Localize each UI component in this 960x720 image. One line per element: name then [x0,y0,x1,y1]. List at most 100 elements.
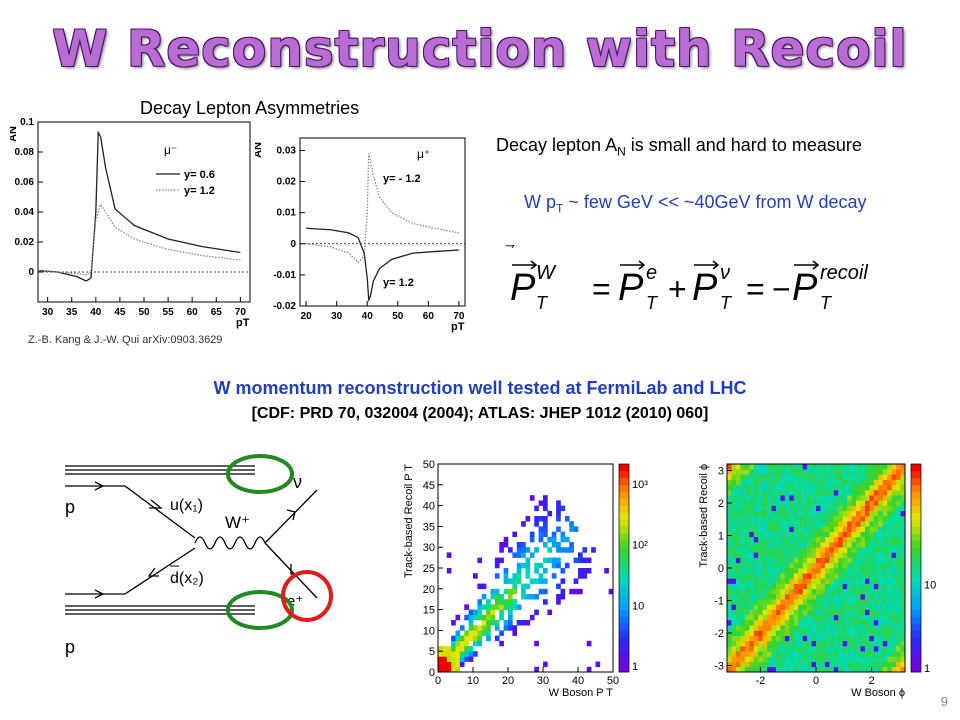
heat-cell [762,536,768,543]
heat-cell [798,583,803,590]
colorbar-segment [619,470,629,479]
heat-cell [829,635,835,642]
heat-cell [780,656,786,662]
heat-cell [864,479,870,486]
heat-cell [459,651,465,657]
heat-cell [896,630,901,636]
heat-cell [878,666,884,673]
heat-cell [775,516,781,522]
heat-cell [900,640,906,647]
heat-cell [891,625,897,631]
heat-cell [771,510,777,517]
heat-cell [735,474,741,480]
heat-cell [767,474,772,480]
heat-cell [900,635,906,642]
heat-cell [869,614,875,621]
heat-cell [486,609,491,616]
heat-cell [798,562,803,569]
heat-cell [802,484,808,491]
heat-cell [851,578,857,584]
heat-cell [816,640,821,647]
heat-cell [882,484,888,491]
y-tick-label: -2 [714,628,724,640]
heat-cell [744,510,750,517]
heat-cell [882,542,888,548]
heat-cell [771,474,777,480]
heat-cell [735,635,741,642]
heat-cell [543,588,548,595]
heat-cell [891,490,897,496]
heat-cell [767,536,772,543]
heat-cell [744,604,750,610]
heat-cell [847,651,852,657]
heat-cell [727,526,732,532]
heat-cell [775,578,781,584]
heat-cell [780,547,786,553]
heat-cell [758,588,763,595]
heat-cell [869,630,875,636]
heat-cell [838,516,843,522]
heat-cell [816,542,821,548]
heat-cell [740,588,746,595]
heat-cell [860,484,866,491]
heat-cell [824,599,830,605]
heat-cell [749,552,754,558]
heat-cell [900,583,906,590]
heat-cell [856,578,861,584]
green-ellipse-top [226,454,294,494]
heat-cell [740,552,746,558]
heat-cell [749,578,754,584]
heat-cell [807,495,812,501]
heat-cell [864,526,870,532]
heat-cell [775,599,781,605]
heat-cell [811,661,817,668]
heat-cell [847,656,852,662]
heat-cell [807,661,812,668]
heat-cell [820,609,826,616]
heat-cell [762,505,768,512]
heat-cell [887,500,892,506]
heat-cell [767,552,772,558]
heat-cell [793,568,799,574]
heat-cell [731,578,737,584]
colorbar-segment [619,588,629,597]
heat-cell [891,609,897,616]
heat-cell [829,562,835,569]
legend-title: μ⁺ [417,147,430,161]
heat-cell [771,594,777,600]
y-tick-label: 20 [423,584,435,596]
heat-cell [767,620,772,626]
heat-cell [735,620,741,626]
heat-cell [900,516,906,522]
heat-cell [882,583,888,590]
heat-cell [789,614,795,621]
heat-cell [767,521,772,527]
heat-cell [758,578,763,584]
heat-cell [735,464,741,470]
heat-cell [762,484,768,491]
heat-cell [793,490,799,496]
heat-cell [838,661,843,668]
heat-cell [789,646,795,652]
y-tick-label: 0 [429,667,435,679]
heat-cell [802,651,808,657]
heat-cell [731,588,737,595]
heat-cell [538,516,544,522]
heat-cell [798,495,803,501]
heat-cell [735,469,741,475]
heat-cell [873,625,879,631]
heat-cell [771,516,777,522]
heat-cell [824,552,830,558]
heat-cell [860,500,866,506]
heat-cell [735,630,741,636]
x-axis-label: W Boson ϕ [851,687,905,699]
heat-cell [807,599,812,605]
heat-cell [816,583,821,590]
heat-cell [900,547,906,553]
colorbar-segment [911,581,921,590]
colorbar-segment [911,637,921,645]
heat-cell [856,604,861,610]
heat-cell [473,573,478,579]
heat-cell [891,500,897,506]
heat-cell [508,625,513,631]
